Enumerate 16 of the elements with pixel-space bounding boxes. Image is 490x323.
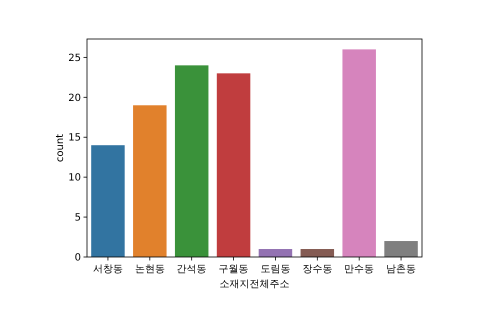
y-tick-label: 10	[68, 172, 81, 184]
x-tick-label: 만수동	[344, 264, 374, 275]
x-tick-label: 장수동	[302, 264, 332, 275]
x-tick-label: 간석동	[176, 264, 207, 275]
x-tick-label: 구월동	[218, 264, 249, 275]
y-tick-label: 15	[68, 132, 81, 144]
x-tick-label: 서창동	[92, 264, 123, 275]
y-tick-label: 25	[68, 52, 81, 64]
y-tick-label: 20	[68, 92, 81, 104]
y-tick-label: 0	[74, 252, 81, 264]
x-tick-label: 남촌동	[386, 264, 416, 275]
x-axis-title: 소재지전체주소	[220, 279, 290, 290]
y-axis-title: count	[55, 134, 66, 162]
y-tick-label: 5	[74, 212, 81, 224]
x-tick-label: 논현동	[134, 264, 165, 275]
x-tick-label: 도림동	[260, 264, 290, 275]
